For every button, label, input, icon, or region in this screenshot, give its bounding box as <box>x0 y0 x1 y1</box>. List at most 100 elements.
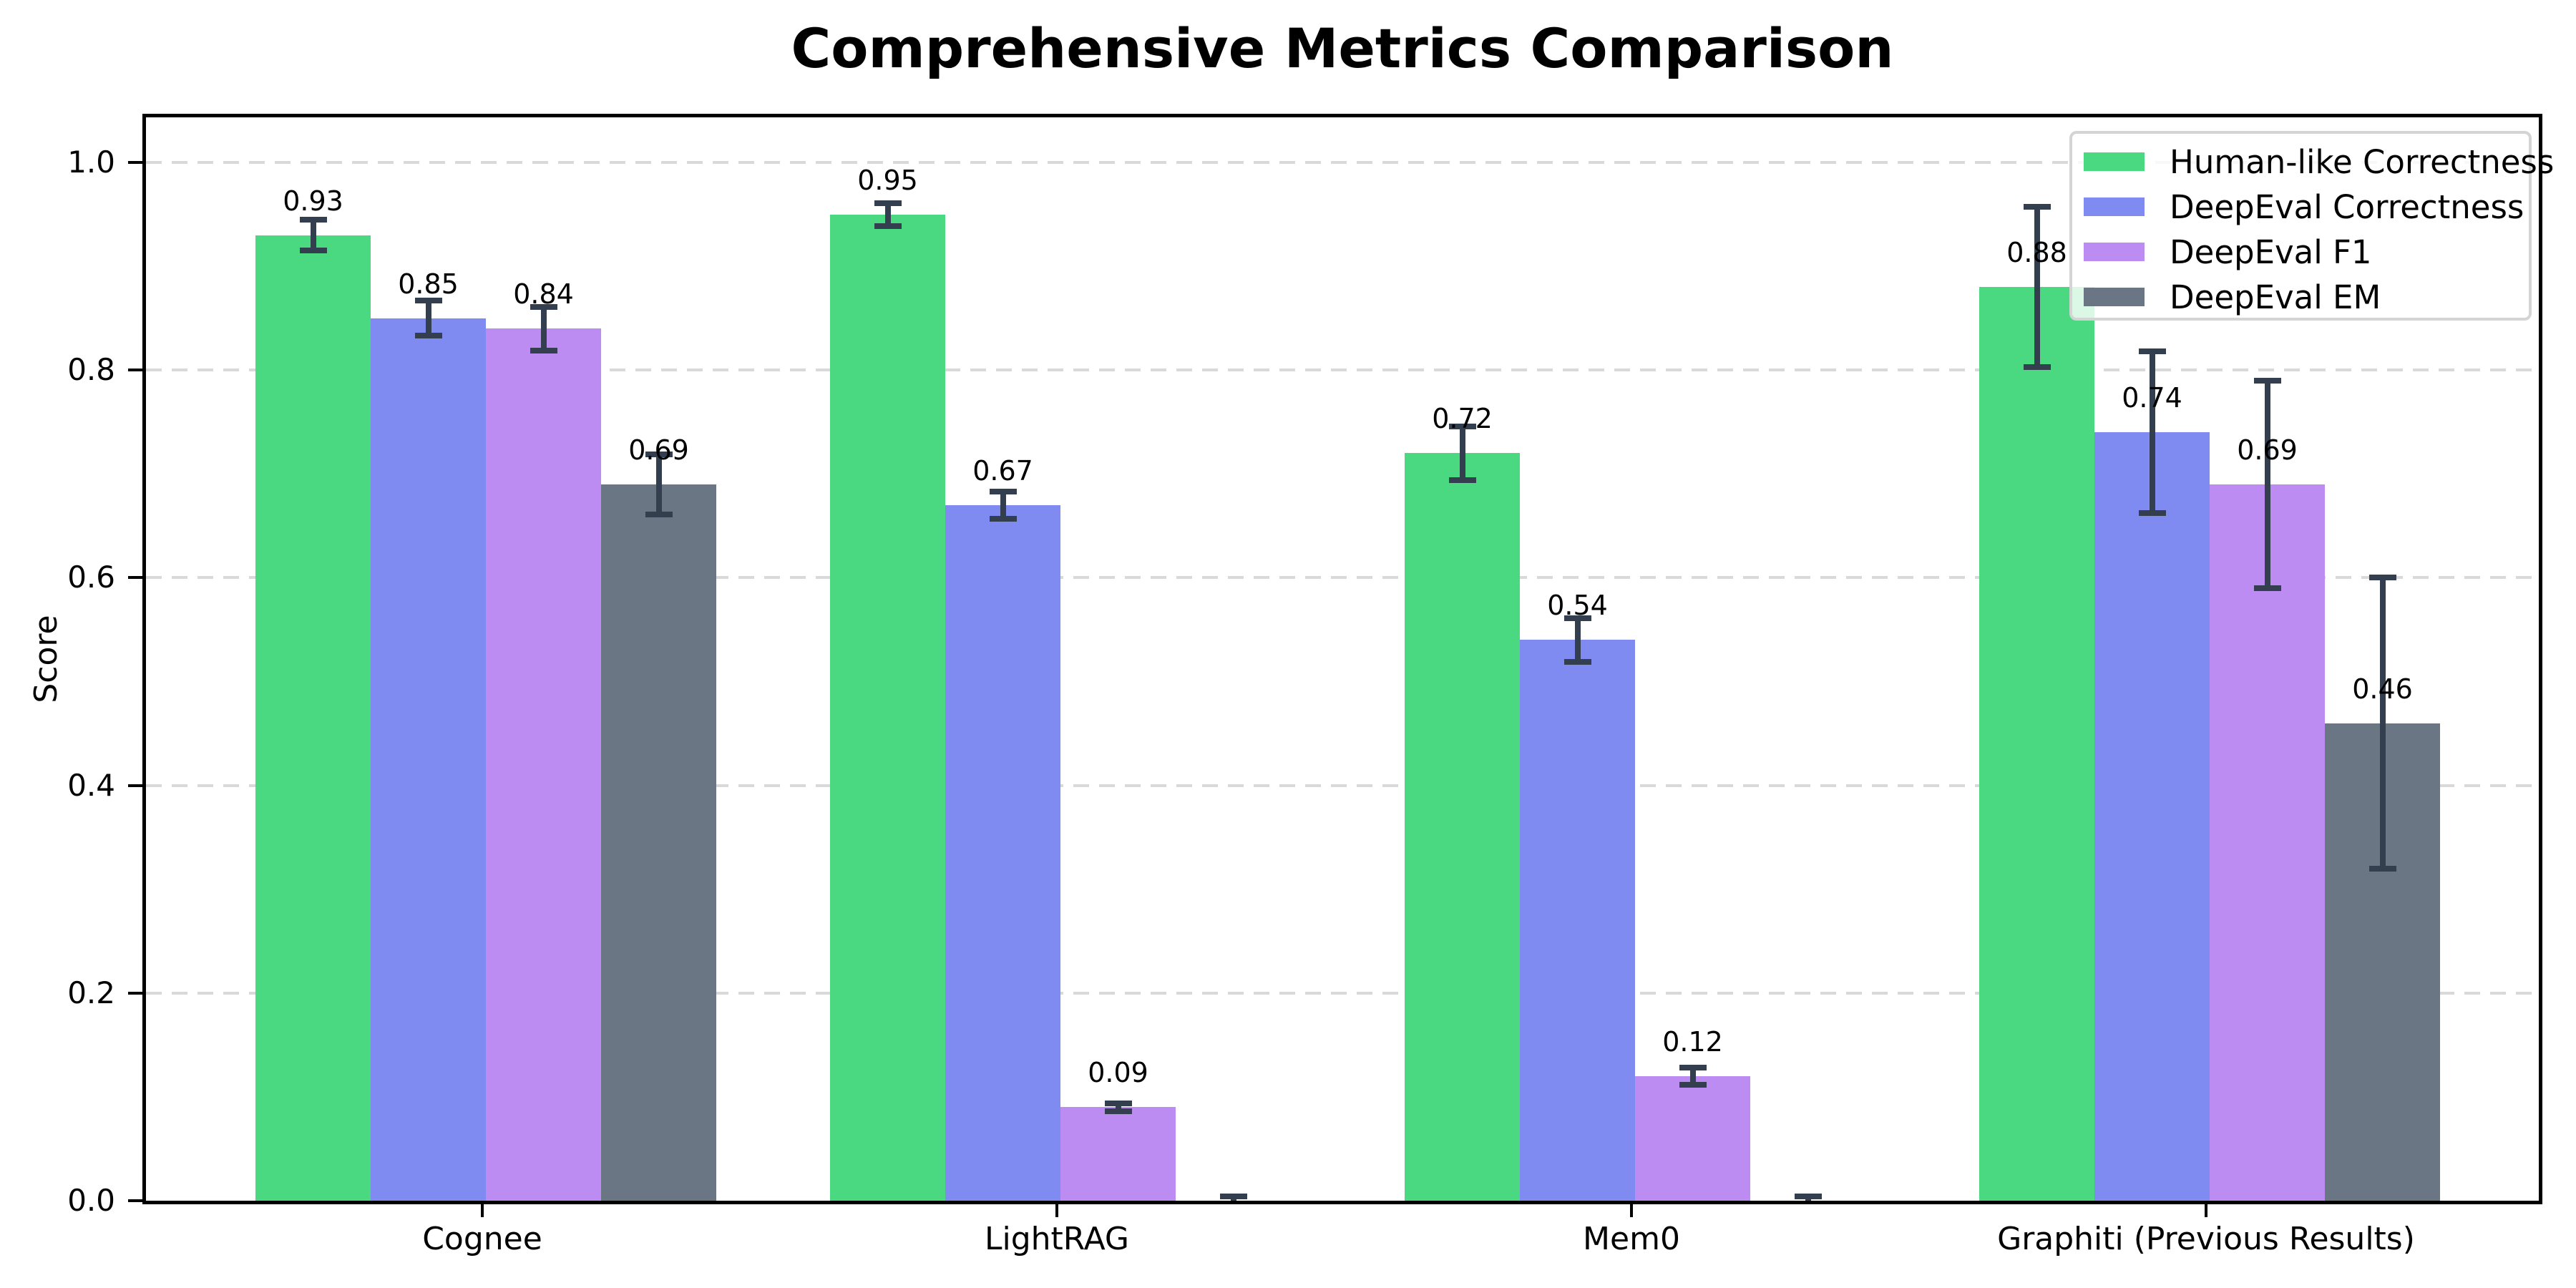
bar-value-label: 0.69 <box>2237 434 2298 466</box>
bar-value-label: 0.93 <box>283 185 343 217</box>
error-bar-cap <box>299 216 327 223</box>
error-bar-cap <box>1104 1100 1132 1106</box>
gridline <box>146 991 2539 995</box>
y-tick-mark <box>128 161 142 164</box>
bar-value-label: 0.69 <box>628 434 689 466</box>
error-bar-cap <box>414 297 442 303</box>
bar <box>2094 432 2210 1201</box>
legend-label: Human-like Correctness <box>2170 143 2555 181</box>
bar <box>1979 287 2094 1201</box>
error-bar-cap <box>1679 1081 1707 1088</box>
y-tick-mark <box>128 991 142 995</box>
x-tick-label: Cognee <box>422 1221 542 1257</box>
gridline <box>146 161 2539 164</box>
bar <box>1405 453 1520 1201</box>
error-bar-cap <box>2138 348 2166 355</box>
error-bar-stem <box>1689 1068 1696 1085</box>
error-bar-cap <box>1219 1194 1247 1200</box>
error-bar-cap <box>2023 364 2051 370</box>
error-bar-cap <box>2138 510 2166 517</box>
error-bar-cap <box>299 248 327 254</box>
error-bar-cap <box>645 451 673 457</box>
bar <box>2210 484 2325 1201</box>
y-tick-label: 0.4 <box>67 767 115 803</box>
error-bar-cap <box>989 488 1017 494</box>
bar <box>486 328 601 1201</box>
x-tick-label: LightRAG <box>984 1221 1130 1257</box>
error-bar-cap <box>530 303 557 310</box>
bar <box>371 318 486 1201</box>
error-bar-cap <box>1794 1194 1822 1200</box>
error-bar-stem <box>655 454 662 514</box>
error-bar-cap <box>1104 1108 1132 1115</box>
error-bar-stem <box>310 219 316 251</box>
y-tick-mark <box>128 1199 142 1202</box>
y-tick-label: 0.6 <box>67 560 115 595</box>
error-bar-cap <box>1563 615 1591 621</box>
error-bar-stem <box>2034 207 2040 367</box>
y-tick-mark <box>128 369 142 372</box>
legend-swatch <box>2084 197 2145 216</box>
error-bar-stem <box>540 306 547 351</box>
error-bar-cap <box>1448 423 1476 429</box>
error-bar-stem <box>2264 380 2270 588</box>
bar-value-label: 0.88 <box>2006 237 2067 269</box>
error-bar-cap <box>874 200 902 206</box>
bar <box>945 504 1060 1201</box>
bar <box>255 235 371 1201</box>
error-bar-stem <box>884 203 891 226</box>
x-tick-label: Graphiti (Previous Results) <box>1997 1221 2415 1257</box>
y-tick-mark <box>128 784 142 787</box>
error-bar-stem <box>1115 1103 1121 1112</box>
error-bar-cap <box>989 515 1017 522</box>
bar-value-label: 0.95 <box>857 164 918 196</box>
error-bar-cap <box>645 511 673 517</box>
error-bar-cap <box>414 333 442 339</box>
legend-item: DeepEval F1 <box>2072 230 2529 275</box>
bar <box>601 484 716 1201</box>
chart-title: Comprehensive Metrics Comparison <box>791 16 1894 80</box>
x-tick-mark <box>2205 1204 2207 1217</box>
y-tick-label: 0.2 <box>67 975 115 1010</box>
gridline <box>146 784 2539 787</box>
x-tick-mark <box>1630 1204 1633 1217</box>
y-tick-label: 1.0 <box>67 145 115 180</box>
legend-item: DeepEval Correctness <box>2072 185 2529 230</box>
bar <box>1060 1107 1176 1201</box>
bar-value-label: 0.09 <box>1088 1057 1148 1089</box>
error-bar-cap <box>2368 865 2396 872</box>
legend-label: DeepEval EM <box>2170 278 2381 316</box>
error-bar-cap <box>2023 204 2051 210</box>
bar-value-label: 0.72 <box>1432 403 1493 435</box>
bar <box>1520 640 1635 1201</box>
x-tick-mark <box>481 1204 484 1217</box>
y-tick-label: 0.8 <box>67 352 115 388</box>
error-bar-cap <box>2253 585 2281 591</box>
error-bar-stem <box>425 301 431 336</box>
error-bar-stem <box>2149 351 2155 514</box>
error-bar-stem <box>1459 426 1465 481</box>
bar-value-label: 0.46 <box>2352 673 2413 705</box>
legend-swatch <box>2084 288 2145 306</box>
error-bar-cap <box>1679 1065 1707 1071</box>
legend-item: Human-like Correctness <box>2072 140 2554 185</box>
legend-item: DeepEval EM <box>2072 275 2529 320</box>
x-tick-label: Mem0 <box>1583 1221 1680 1257</box>
plot-area: 0.93 0.85 0.84 0.69 0.95 0.67 0.09 0.72 0.54 0.12… <box>142 114 2554 1204</box>
bar-value-label: 0.12 <box>1662 1025 1723 1058</box>
y-tick-mark <box>128 576 142 580</box>
error-bar-cap <box>2253 377 2281 384</box>
bar-value-label: 0.74 <box>2122 382 2182 414</box>
bar <box>830 214 945 1201</box>
error-bar-stem <box>1000 491 1006 519</box>
gridline <box>146 576 2539 580</box>
error-bar-stem <box>2379 577 2386 869</box>
error-bar-cap <box>530 347 557 353</box>
legend-label: DeepEval F1 <box>2170 233 2372 271</box>
error-bar-stem <box>1574 618 1581 662</box>
error-bar-cap <box>874 223 902 229</box>
bar-value-label: 0.67 <box>972 454 1033 487</box>
legend: Human-like Correctness DeepEval Correctne… <box>2069 131 2554 321</box>
y-tick-label: 0.0 <box>67 1183 115 1218</box>
